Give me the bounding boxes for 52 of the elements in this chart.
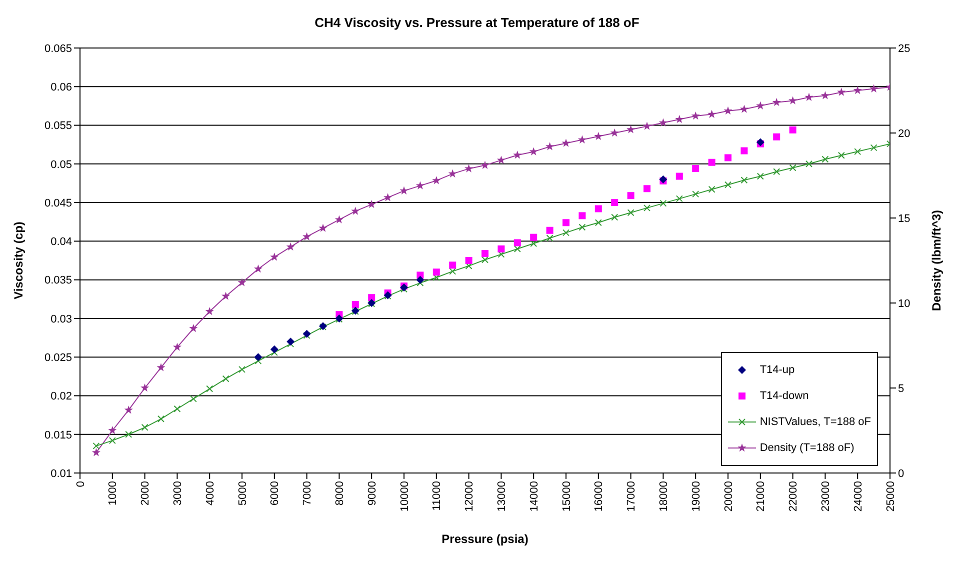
x-tick-label: 10000 bbox=[398, 481, 411, 512]
x-tick-label: 21000 bbox=[755, 481, 768, 512]
y-tick-label: 0.035 bbox=[44, 274, 72, 287]
x-axis-title: Pressure (psia) bbox=[442, 532, 528, 546]
y2-tick-label: 25 bbox=[898, 42, 910, 55]
y2-axis-title: Density (lbm/ft^3) bbox=[929, 210, 944, 312]
y2-tick-label: 20 bbox=[898, 128, 910, 140]
legend-label: Density (T=188 oF) bbox=[760, 442, 854, 454]
x-tick-label: 6000 bbox=[269, 481, 282, 506]
y-tick-label: 0.03 bbox=[50, 313, 72, 326]
y-tick-label: 0.06 bbox=[50, 82, 72, 94]
x-tick-label: 0 bbox=[74, 481, 87, 488]
x-tick-label: 24000 bbox=[852, 481, 864, 512]
y2-tick-label: 5 bbox=[898, 382, 904, 395]
x-tick-label: 17000 bbox=[626, 481, 638, 512]
x-tick-label: 16000 bbox=[593, 481, 606, 512]
x-tick-label: 11000 bbox=[431, 481, 444, 511]
legend-label: T14-up bbox=[760, 364, 795, 376]
y-tick-label: 0.065 bbox=[44, 42, 72, 55]
x-tick-label: 15000 bbox=[560, 481, 573, 512]
x-tick-label: 13000 bbox=[496, 481, 508, 512]
y-axis-title: Viscosity (cp) bbox=[11, 222, 26, 300]
x-tick-label: 12000 bbox=[464, 481, 476, 512]
x-tick-label: 4000 bbox=[204, 481, 216, 506]
legend-label: T14-down bbox=[760, 390, 809, 402]
x-tick-label: 2000 bbox=[140, 481, 152, 506]
x-tick-label: 19000 bbox=[690, 481, 702, 512]
y-tick-label: 0.02 bbox=[50, 390, 72, 403]
x-tick-label: 5000 bbox=[236, 481, 249, 506]
x-tick-label: 18000 bbox=[658, 481, 670, 512]
y-tick-label: 0.045 bbox=[44, 197, 72, 210]
chart-title: CH4 Viscosity vs. Pressure at Temperature of 188 oF bbox=[314, 14, 640, 32]
x-tick-label: 8000 bbox=[334, 481, 346, 506]
x-tick-label: 14000 bbox=[528, 481, 540, 512]
x-tick-label: 23000 bbox=[820, 481, 832, 512]
y-tick-label: 0.015 bbox=[44, 429, 72, 442]
y-tick-label: 0.04 bbox=[50, 236, 72, 248]
x-tick-label: 9000 bbox=[366, 481, 378, 506]
y2-tick-label: 15 bbox=[898, 212, 910, 225]
y2-tick-label: 0 bbox=[898, 468, 904, 480]
y-tick-label: 0.01 bbox=[50, 468, 72, 480]
y-tick-label: 0.055 bbox=[44, 120, 72, 132]
x-tick-label: 20000 bbox=[722, 481, 735, 512]
y2-tick-label: 10 bbox=[898, 298, 910, 310]
legend-label: NISTValues, T=188 oF bbox=[760, 416, 871, 428]
y-tick-label: 0.025 bbox=[44, 352, 72, 364]
x-tick-label: 7000 bbox=[302, 481, 314, 506]
x-tick-label: 1000 bbox=[107, 481, 120, 506]
y-tick-label: 0.05 bbox=[50, 158, 72, 171]
x-tick-label: 3000 bbox=[172, 481, 184, 506]
x-tick-label: 25000 bbox=[884, 481, 897, 512]
x-tick-label: 22000 bbox=[788, 481, 800, 512]
